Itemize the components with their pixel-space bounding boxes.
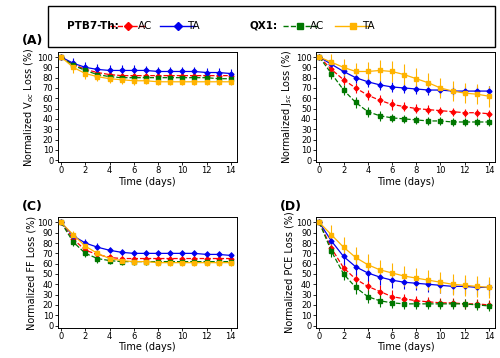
Text: QX1:: QX1: <box>250 21 278 31</box>
Text: (C): (C) <box>22 200 42 213</box>
X-axis label: Time (days): Time (days) <box>118 177 176 187</box>
Y-axis label: Normalized V$_{oc}$ Loss (%): Normalized V$_{oc}$ Loss (%) <box>22 47 36 167</box>
X-axis label: Time (days): Time (days) <box>118 342 176 352</box>
Y-axis label: Normalized FF Loss (%): Normalized FF Loss (%) <box>26 216 36 329</box>
Text: AC: AC <box>310 21 324 31</box>
Text: (B): (B) <box>280 34 301 48</box>
X-axis label: Time (days): Time (days) <box>376 342 434 352</box>
Text: AC: AC <box>138 21 152 31</box>
Y-axis label: Normalized J$_{sc}$ Loss (%): Normalized J$_{sc}$ Loss (%) <box>280 50 294 164</box>
Text: TA: TA <box>362 21 375 31</box>
Text: (D): (D) <box>280 200 302 213</box>
Y-axis label: Normalized PCE Loss (%): Normalized PCE Loss (%) <box>284 212 294 333</box>
X-axis label: Time (days): Time (days) <box>376 177 434 187</box>
Text: PTB7-Th:: PTB7-Th: <box>68 21 120 31</box>
Text: (A): (A) <box>22 34 43 48</box>
Text: TA: TA <box>188 21 200 31</box>
